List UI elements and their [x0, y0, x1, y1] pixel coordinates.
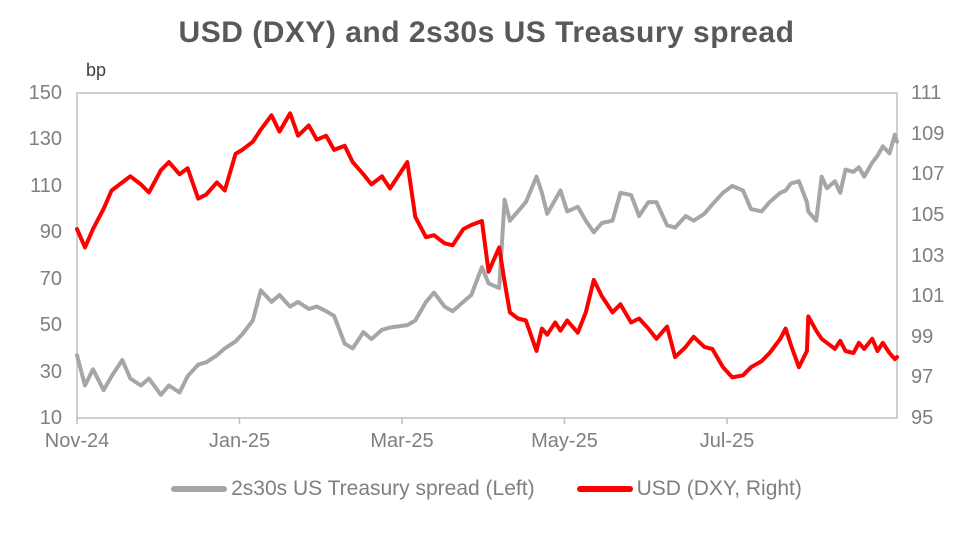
- x-axis-tick-label: Jan-25: [208, 430, 271, 452]
- legend-swatch-dxy-line: [576, 486, 633, 492]
- x-axis-tick-label: Mar-25: [370, 430, 434, 452]
- x-axis-tick-label: May-25: [531, 430, 598, 452]
- legend-item-dxy: USD (DXY, Right): [576, 477, 802, 501]
- dxy-line-series: [75, 111, 899, 380]
- right-axis-tick-label: 107: [911, 163, 945, 186]
- left-axis-tick-label: 50: [39, 314, 62, 337]
- legend: 2s30s US Treasury spread (Left) USD (DXY…: [0, 477, 973, 501]
- spread-line-series: [75, 132, 899, 397]
- chart-title: USD (DXY) and 2s30s US Treasury spread: [178, 16, 795, 49]
- right-axis-tick-label: 105: [911, 203, 945, 226]
- left-axis-tick-label: 90: [39, 221, 62, 244]
- right-axis-tick-label: 97: [911, 366, 934, 389]
- legend-label-spread: 2s30s US Treasury spread (Left): [231, 477, 535, 500]
- right-axis-tick-label: 99: [911, 325, 934, 348]
- right-axis-tick-label: 95: [911, 407, 934, 429]
- legend-swatch-spread-line: [171, 486, 228, 492]
- legend-label-dxy: USD (DXY, Right): [636, 477, 802, 500]
- right-axis-tick-label: 101: [911, 285, 945, 308]
- plot-border: [76, 92, 898, 419]
- right-axis-tick-label: 103: [911, 244, 945, 267]
- x-axis-tick-label: Jul-25: [699, 430, 755, 452]
- left-axis-tick-label: 10: [39, 407, 62, 429]
- left-axis-tick-label: 110: [30, 174, 62, 197]
- x-axis-tick-label: Nov-24: [44, 430, 110, 452]
- left-axis-tick-label: 30: [39, 360, 62, 383]
- legend-item-spread: 2s30s US Treasury spread (Left): [171, 477, 535, 501]
- left-axis-tick-label: 150: [28, 82, 62, 104]
- left-axis-tick-label: 70: [39, 267, 62, 290]
- left-axis-tick-label: 130: [28, 128, 62, 151]
- left-axis-unit-label: bp: [86, 60, 107, 80]
- right-axis-tick-label: 109: [911, 122, 945, 145]
- right-axis-tick-label: 111: [911, 82, 942, 104]
